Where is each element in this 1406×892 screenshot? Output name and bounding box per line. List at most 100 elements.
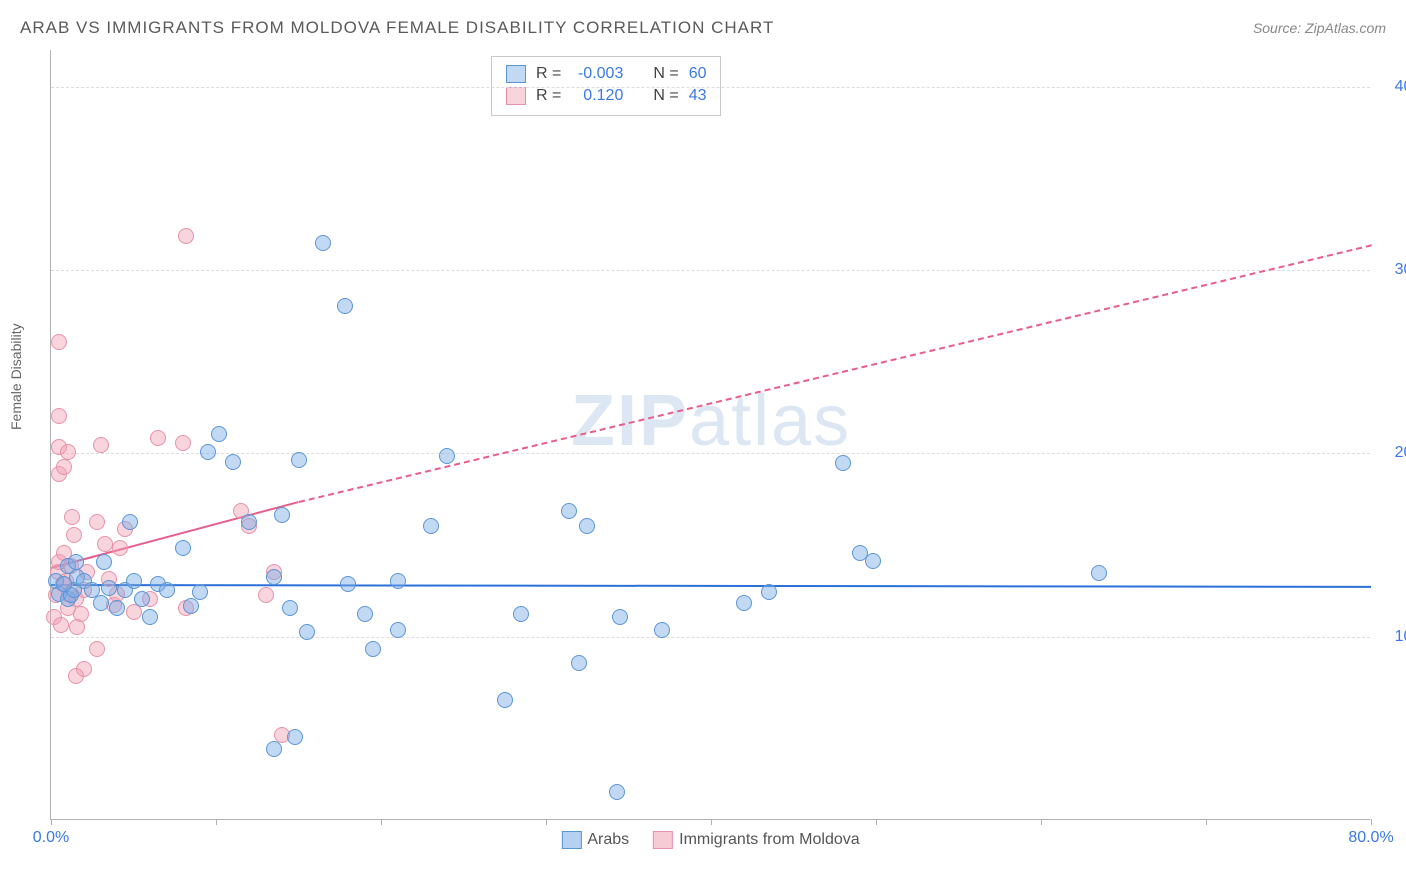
gridline — [51, 637, 1370, 638]
n-value-arabs: 60 — [689, 65, 707, 83]
data-point — [159, 582, 175, 598]
x-tick-mark — [1371, 819, 1372, 825]
legend-label: Arabs — [587, 831, 629, 849]
data-point — [112, 540, 128, 556]
regression-line — [51, 501, 299, 569]
data-point — [497, 692, 513, 708]
n-label: N = — [653, 87, 678, 105]
data-point — [266, 569, 282, 585]
data-point — [282, 600, 298, 616]
data-point — [340, 576, 356, 592]
data-point — [390, 573, 406, 589]
x-tick-label: 80.0% — [1348, 829, 1393, 847]
data-point — [258, 587, 274, 603]
data-point — [175, 435, 191, 451]
data-point — [109, 600, 125, 616]
data-point — [68, 668, 84, 684]
data-point — [579, 518, 595, 534]
data-point — [266, 741, 282, 757]
legend-item-moldova: Immigrants from Moldova — [653, 831, 860, 849]
data-point — [175, 540, 191, 556]
data-point — [200, 444, 216, 460]
data-point — [439, 448, 455, 464]
data-point — [183, 598, 199, 614]
data-point — [299, 624, 315, 640]
data-point — [93, 437, 109, 453]
header-row: ARAB VS IMMIGRANTS FROM MOLDOVA FEMALE D… — [20, 18, 1386, 38]
data-point — [571, 655, 587, 671]
data-point — [211, 426, 227, 442]
r-value-arabs: -0.003 — [571, 65, 623, 83]
data-point — [287, 729, 303, 745]
data-point — [423, 518, 439, 534]
x-tick-label: 0.0% — [33, 829, 69, 847]
data-point — [654, 622, 670, 638]
data-point — [68, 554, 84, 570]
y-tick-label: 10.0% — [1380, 628, 1406, 646]
regression-line — [51, 584, 1371, 588]
data-point — [150, 430, 166, 446]
data-point — [337, 298, 353, 314]
x-tick-mark — [381, 819, 382, 825]
data-point — [93, 595, 109, 611]
legend-row-arabs: R = -0.003 N = 60 — [506, 63, 706, 85]
n-label: N = — [653, 65, 678, 83]
r-label: R = — [536, 87, 561, 105]
data-point — [357, 606, 373, 622]
data-point — [56, 459, 72, 475]
chart-plot-area: ZIPatlas R = -0.003 N = 60 R = 0.120 N =… — [50, 50, 1370, 820]
data-point — [761, 584, 777, 600]
legend-item-arabs: Arabs — [561, 831, 629, 849]
data-point — [561, 503, 577, 519]
data-point — [96, 554, 112, 570]
data-point — [101, 580, 117, 596]
data-point — [835, 455, 851, 471]
data-point — [390, 622, 406, 638]
x-tick-mark — [546, 819, 547, 825]
data-point — [60, 444, 76, 460]
data-point — [225, 454, 241, 470]
gridline — [51, 270, 1370, 271]
data-point — [274, 507, 290, 523]
y-tick-label: 40.0% — [1380, 78, 1406, 96]
r-label: R = — [536, 65, 561, 83]
y-axis-label: Female Disability — [8, 323, 24, 430]
data-point — [315, 235, 331, 251]
y-tick-label: 20.0% — [1380, 444, 1406, 462]
x-tick-mark — [1041, 819, 1042, 825]
legend-label: Immigrants from Moldova — [679, 831, 860, 849]
swatch-moldova — [506, 87, 526, 105]
gridline — [51, 87, 1370, 88]
data-point — [73, 606, 89, 622]
x-tick-mark — [876, 819, 877, 825]
swatch-arabs — [506, 65, 526, 83]
data-point — [1091, 565, 1107, 581]
data-point — [89, 641, 105, 657]
x-tick-mark — [51, 819, 52, 825]
data-point — [609, 784, 625, 800]
data-point — [291, 452, 307, 468]
data-point — [865, 553, 881, 569]
data-point — [56, 576, 72, 592]
gridline — [51, 453, 1370, 454]
data-point — [241, 514, 257, 530]
watermark: ZIPatlas — [571, 380, 851, 462]
swatch-arabs — [561, 831, 581, 849]
n-value-moldova: 43 — [689, 87, 707, 105]
data-point — [64, 509, 80, 525]
data-point — [736, 595, 752, 611]
data-point — [53, 617, 69, 633]
data-point — [126, 573, 142, 589]
r-value-moldova: 0.120 — [571, 87, 623, 105]
chart-title: ARAB VS IMMIGRANTS FROM MOLDOVA FEMALE D… — [20, 18, 774, 38]
data-point — [178, 228, 194, 244]
swatch-moldova — [653, 831, 673, 849]
legend-row-moldova: R = 0.120 N = 43 — [506, 85, 706, 107]
data-point — [97, 536, 113, 552]
series-legend: Arabs Immigrants from Moldova — [561, 831, 859, 849]
x-tick-mark — [1206, 819, 1207, 825]
source-label: Source: ZipAtlas.com — [1253, 20, 1386, 36]
data-point — [513, 606, 529, 622]
data-point — [365, 641, 381, 657]
data-point — [192, 584, 208, 600]
